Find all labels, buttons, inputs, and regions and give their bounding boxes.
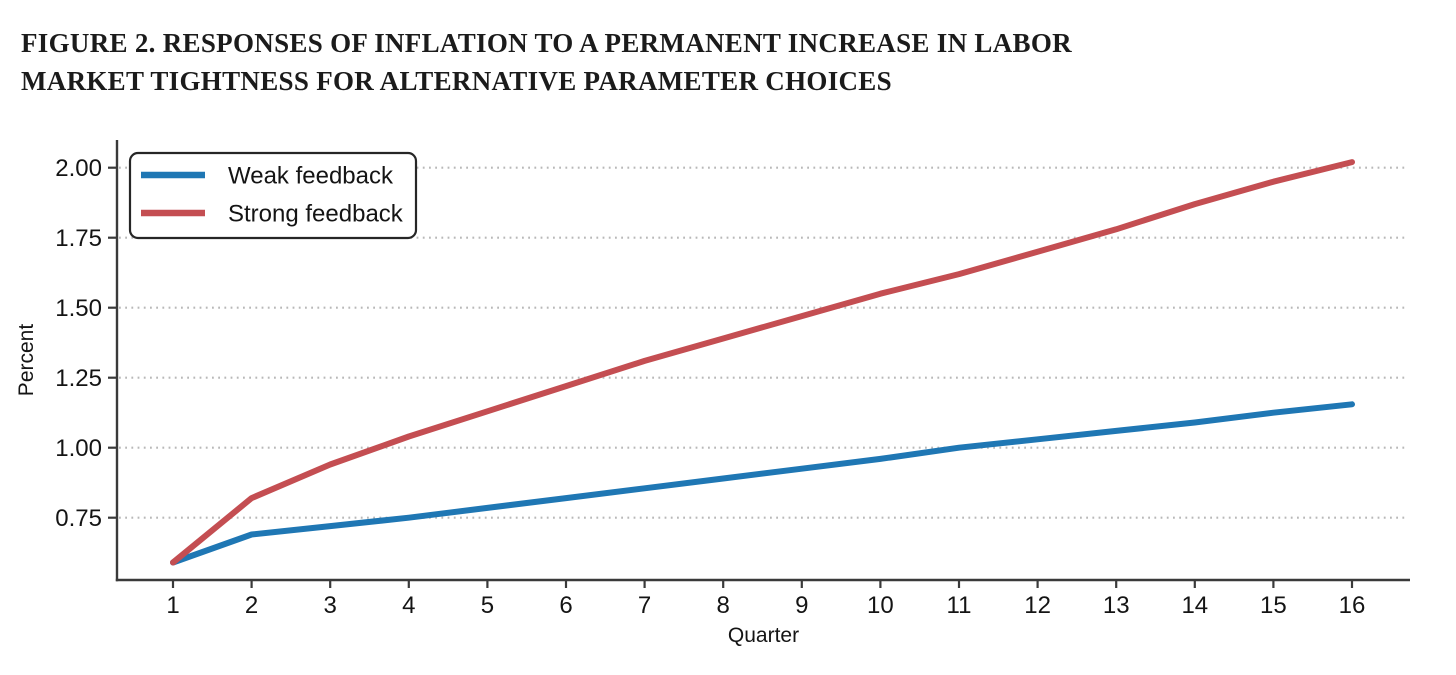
legend-label-weak-feedback: Weak feedback bbox=[228, 163, 394, 190]
x-tick-label: 13 bbox=[1103, 592, 1130, 619]
x-tick-label: 8 bbox=[717, 592, 730, 619]
figure-title: FIGURE 2. RESPONSES OF INFLATION TO A PE… bbox=[21, 24, 1072, 100]
y-tick-label: 0.75 bbox=[55, 505, 102, 532]
y-axis-title: Percent bbox=[15, 324, 38, 397]
x-tick-label: 9 bbox=[795, 592, 808, 619]
x-tick-label: 7 bbox=[638, 592, 651, 619]
series-line-weak-feedback bbox=[170, 401, 1355, 566]
x-tick-label: 2 bbox=[245, 592, 258, 619]
y-tick-label: 1.25 bbox=[55, 365, 102, 392]
y-tick-label: 1.50 bbox=[55, 295, 102, 322]
x-tick-label: 16 bbox=[1339, 592, 1366, 619]
x-tick-label: 11 bbox=[947, 592, 972, 619]
x-tick-label: 10 bbox=[867, 592, 894, 619]
y-tick-label: 1.00 bbox=[55, 435, 102, 462]
legend: Weak feedback Strong feedback bbox=[128, 151, 418, 240]
x-tick-label: 5 bbox=[481, 592, 494, 619]
x-tick-label: 6 bbox=[559, 592, 572, 619]
x-tick-label: 1 bbox=[166, 592, 179, 619]
y-tick-label: 1.75 bbox=[55, 225, 102, 252]
x-tick-label: 4 bbox=[402, 592, 415, 619]
x-tick-label: 14 bbox=[1181, 592, 1208, 619]
y-tick-label: 2.00 bbox=[55, 155, 102, 182]
x-tick-label: 15 bbox=[1260, 592, 1287, 619]
x-axis-title: Quarter bbox=[728, 624, 799, 647]
x-tick-label: 12 bbox=[1024, 592, 1051, 619]
figure-title-line1: FIGURE 2. RESPONSES OF INFLATION TO A PE… bbox=[21, 28, 1072, 58]
legend-label-strong-feedback: Strong feedback bbox=[228, 201, 404, 228]
x-tick-label: 3 bbox=[324, 592, 337, 619]
figure-title-line2: MARKET TIGHTNESS FOR ALTERNATIVE PARAMET… bbox=[21, 66, 892, 96]
series-line-strong-feedback bbox=[170, 159, 1355, 566]
